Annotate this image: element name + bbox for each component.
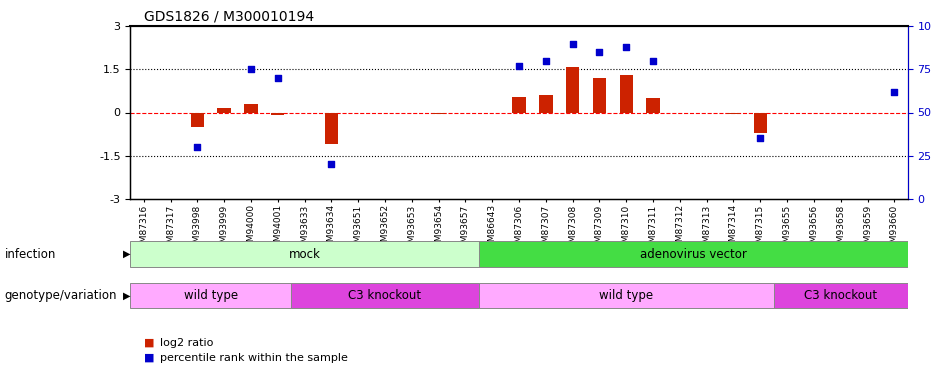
Point bbox=[244, 66, 259, 72]
FancyBboxPatch shape bbox=[130, 283, 291, 308]
Point bbox=[887, 89, 902, 95]
Point bbox=[645, 58, 660, 64]
Point bbox=[753, 135, 768, 141]
Point bbox=[592, 49, 607, 55]
Text: ■: ■ bbox=[144, 338, 155, 348]
Bar bbox=[432, 112, 445, 114]
Text: GDS1826 / M300010194: GDS1826 / M300010194 bbox=[144, 9, 315, 23]
Point bbox=[538, 58, 553, 64]
FancyBboxPatch shape bbox=[774, 283, 908, 308]
FancyBboxPatch shape bbox=[291, 283, 479, 308]
Point bbox=[270, 75, 285, 81]
Text: adenovirus vector: adenovirus vector bbox=[640, 248, 747, 261]
Bar bbox=[271, 112, 285, 116]
Text: wild type: wild type bbox=[600, 289, 654, 302]
Text: wild type: wild type bbox=[183, 289, 237, 302]
Bar bbox=[727, 112, 740, 114]
Bar bbox=[191, 112, 204, 127]
Point bbox=[324, 161, 339, 167]
Bar bbox=[753, 112, 767, 133]
Point bbox=[565, 40, 580, 46]
Bar bbox=[619, 75, 633, 112]
FancyBboxPatch shape bbox=[130, 242, 479, 267]
Bar bbox=[646, 98, 660, 112]
Text: ■: ■ bbox=[144, 353, 155, 363]
Bar bbox=[539, 95, 552, 112]
Bar bbox=[244, 104, 258, 112]
Point bbox=[619, 44, 634, 50]
Bar bbox=[593, 78, 606, 112]
Text: ▶: ▶ bbox=[123, 291, 130, 300]
FancyBboxPatch shape bbox=[479, 242, 908, 267]
Text: ▶: ▶ bbox=[123, 249, 130, 259]
Text: genotype/variation: genotype/variation bbox=[5, 289, 117, 302]
Point bbox=[190, 144, 205, 150]
Text: infection: infection bbox=[5, 248, 56, 261]
Text: C3 knockout: C3 knockout bbox=[348, 289, 422, 302]
Bar bbox=[218, 108, 231, 112]
Bar bbox=[325, 112, 338, 144]
Text: mock: mock bbox=[289, 248, 320, 261]
Point bbox=[512, 63, 527, 69]
Text: C3 knockout: C3 knockout bbox=[804, 289, 877, 302]
Bar bbox=[566, 66, 579, 112]
Text: percentile rank within the sample: percentile rank within the sample bbox=[160, 353, 348, 363]
Bar bbox=[512, 97, 526, 112]
Text: log2 ratio: log2 ratio bbox=[160, 338, 213, 348]
FancyBboxPatch shape bbox=[479, 283, 774, 308]
